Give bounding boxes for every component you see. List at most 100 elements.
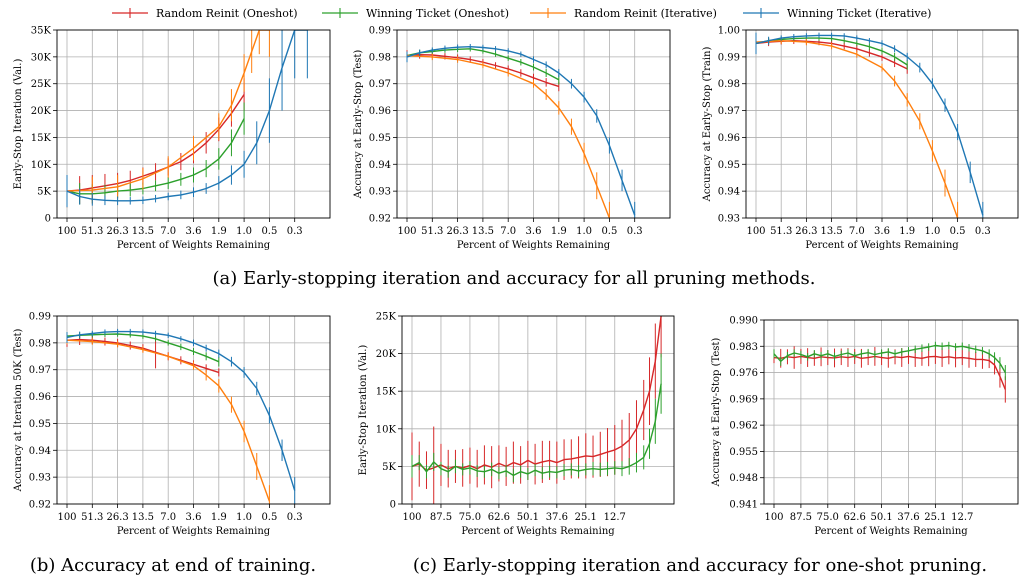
xtick-label-4-6: 1.9: [211, 512, 227, 523]
ytick-label-6-5: 0.976: [729, 368, 758, 379]
ytick-label-4-0: 0.92: [29, 500, 51, 511]
ytick-label-4-2: 0.94: [29, 446, 51, 457]
ytick-label-6-3: 0.962: [729, 421, 758, 432]
line-6-2: [773, 344, 1006, 373]
series-2-3: [406, 51, 611, 218]
xlabel-5: Percent of Weights Remaining: [461, 526, 615, 537]
ytick-label-4-5: 0.97: [29, 365, 51, 376]
xtick-label-2-9: 0.3: [627, 226, 643, 237]
xtick-label-2-7: 1.0: [576, 226, 592, 237]
ylabel-3: Accuracy at Early-Stop (Train): [702, 47, 713, 203]
ytick-label-2-3: 0.95: [369, 133, 391, 144]
xtick-label-1-5: 3.6: [186, 226, 202, 237]
xlabel-3: Percent of Weights Remaining: [805, 240, 959, 251]
ytick-label-5-5: 25K: [376, 312, 397, 323]
caption-a: (a) Early-stopping iteration and accurac…: [213, 268, 816, 289]
caption-c: (c) Early-stopping iteration and accurac…: [413, 555, 987, 576]
ylabel-2: Accuracy at Early-Stop (Test): [353, 50, 364, 200]
ytick-label-5-4: 20K: [376, 349, 397, 360]
legend-entry-1: Random Reinit (Oneshot): [112, 7, 298, 20]
xtick-label-2-4: 7.0: [500, 226, 516, 237]
series-5-2: [411, 353, 662, 483]
line-5-1: [411, 316, 662, 471]
xlabel-1: Percent of Weights Remaining: [117, 240, 271, 251]
series-4-4: [66, 328, 296, 504]
series-1-4: [66, 30, 308, 208]
xtick-label-3-2: 26.3: [795, 226, 817, 237]
xtick-label-3-4: 7.0: [849, 226, 865, 237]
xtick-label-1-0: 100: [57, 226, 76, 237]
ytick-label-6-1: 0.948: [729, 473, 758, 484]
line-1-4: [66, 30, 308, 202]
xtick-label-2-2: 26.3: [446, 226, 468, 237]
xlabel-4: Percent of Weights Remaining: [117, 526, 271, 537]
panel-1: 0 5K 10K 15K 20K 25K 30K 35K 100 51.3 26.3 13.5 7.0 3…: [13, 26, 331, 251]
plot-frame-4: [56, 315, 331, 505]
panel-2: 0.92 0.93 0.94 0.95 0.96 0.97 0.98 0.99 100 51.3 2…: [353, 26, 671, 251]
legend-label-4: Winning Ticket (Iterative): [787, 7, 931, 20]
xlabel-2: Percent of Weights Remaining: [457, 240, 611, 251]
xtick-label-2-6: 1.9: [551, 226, 567, 237]
ytick-label-5-3: 15K: [376, 387, 397, 398]
xtick-label-3-6: 1.9: [899, 226, 915, 237]
xtick-label-5-0: 100: [402, 512, 421, 523]
xtick-label-3-1: 51.3: [770, 226, 792, 237]
line-4-4: [66, 330, 296, 491]
xtick-label-5-4: 50.1: [517, 512, 539, 523]
xtick-label-6-5: 37.6: [897, 512, 919, 523]
xtick-label-4-4: 7.0: [160, 512, 176, 523]
ytick-label-3-7: 1.00: [718, 26, 740, 37]
ytick-label-3-1: 0.94: [718, 187, 740, 198]
plot-frame-6: [763, 319, 1019, 505]
xtick-label-4-1: 51.3: [81, 512, 103, 523]
ytick-label-4-1: 0.93: [29, 473, 51, 484]
ytick-label-1-2: 10K: [31, 160, 52, 171]
ytick-label-3-3: 0.96: [718, 133, 740, 144]
ytick-label-5-1: 5K: [382, 462, 396, 473]
xtick-label-1-4: 7.0: [160, 226, 176, 237]
line-6-1: [773, 355, 1006, 390]
line-1-1: [66, 94, 245, 192]
plot-frame-5: [401, 315, 675, 505]
legend-label-1: Random Reinit (Oneshot): [156, 7, 298, 20]
xtick-label-4-7: 1.0: [236, 512, 252, 523]
xtick-label-6-7: 12.7: [951, 512, 973, 523]
series-3-4: [755, 32, 984, 218]
line-2-3: [406, 54, 611, 218]
ytick-label-6-6: 0.983: [729, 342, 758, 353]
xtick-label-3-3: 13.5: [820, 226, 842, 237]
ytick-label-2-4: 0.96: [369, 106, 391, 117]
ytick-label-4-7: 0.99: [29, 312, 51, 323]
xtick-label-3-7: 1.0: [924, 226, 940, 237]
xtick-label-1-8: 0.5: [261, 226, 277, 237]
xtick-label-4-5: 3.6: [186, 512, 202, 523]
xtick-label-5-3: 62.6: [488, 512, 510, 523]
xtick-label-6-3: 62.6: [844, 512, 866, 523]
xtick-label-4-9: 0.3: [287, 512, 303, 523]
xtick-label-6-4: 50.1: [870, 512, 892, 523]
xtick-label-2-3: 13.5: [472, 226, 494, 237]
ytick-label-2-7: 0.99: [369, 26, 391, 37]
series-6-1: [773, 346, 1006, 403]
xtick-label-3-0: 100: [746, 226, 765, 237]
xtick-label-4-8: 0.5: [261, 512, 277, 523]
xtick-label-2-1: 51.3: [421, 226, 443, 237]
ytick-label-1-6: 30K: [31, 52, 52, 63]
ytick-label-1-0: 0: [45, 214, 51, 225]
line-1-2: [66, 118, 245, 195]
panel-4: 0.92 0.93 0.94 0.95 0.96 0.97 0.98 0.99 100 51.3 2…: [13, 312, 331, 537]
xtick-label-4-3: 13.5: [132, 512, 154, 523]
xtick-label-4-0: 100: [57, 512, 76, 523]
xtick-label-6-6: 25.1: [924, 512, 946, 523]
ytick-label-4-4: 0.96: [29, 392, 51, 403]
panel-6: 0.941 0.948 0.955 0.962 0.969 0.976 0.983 0.990…: [711, 316, 1019, 537]
plot-frame-3: [745, 29, 1019, 219]
ytick-label-6-7: 0.990: [729, 316, 758, 327]
legend-entry-2: Winning Ticket (Oneshot): [322, 7, 509, 20]
ytick-label-2-5: 0.97: [369, 79, 391, 90]
xtick-label-1-3: 13.5: [132, 226, 154, 237]
series-4-3: [66, 336, 271, 504]
xtick-label-3-5: 3.6: [874, 226, 890, 237]
ytick-label-1-7: 35K: [31, 26, 52, 37]
